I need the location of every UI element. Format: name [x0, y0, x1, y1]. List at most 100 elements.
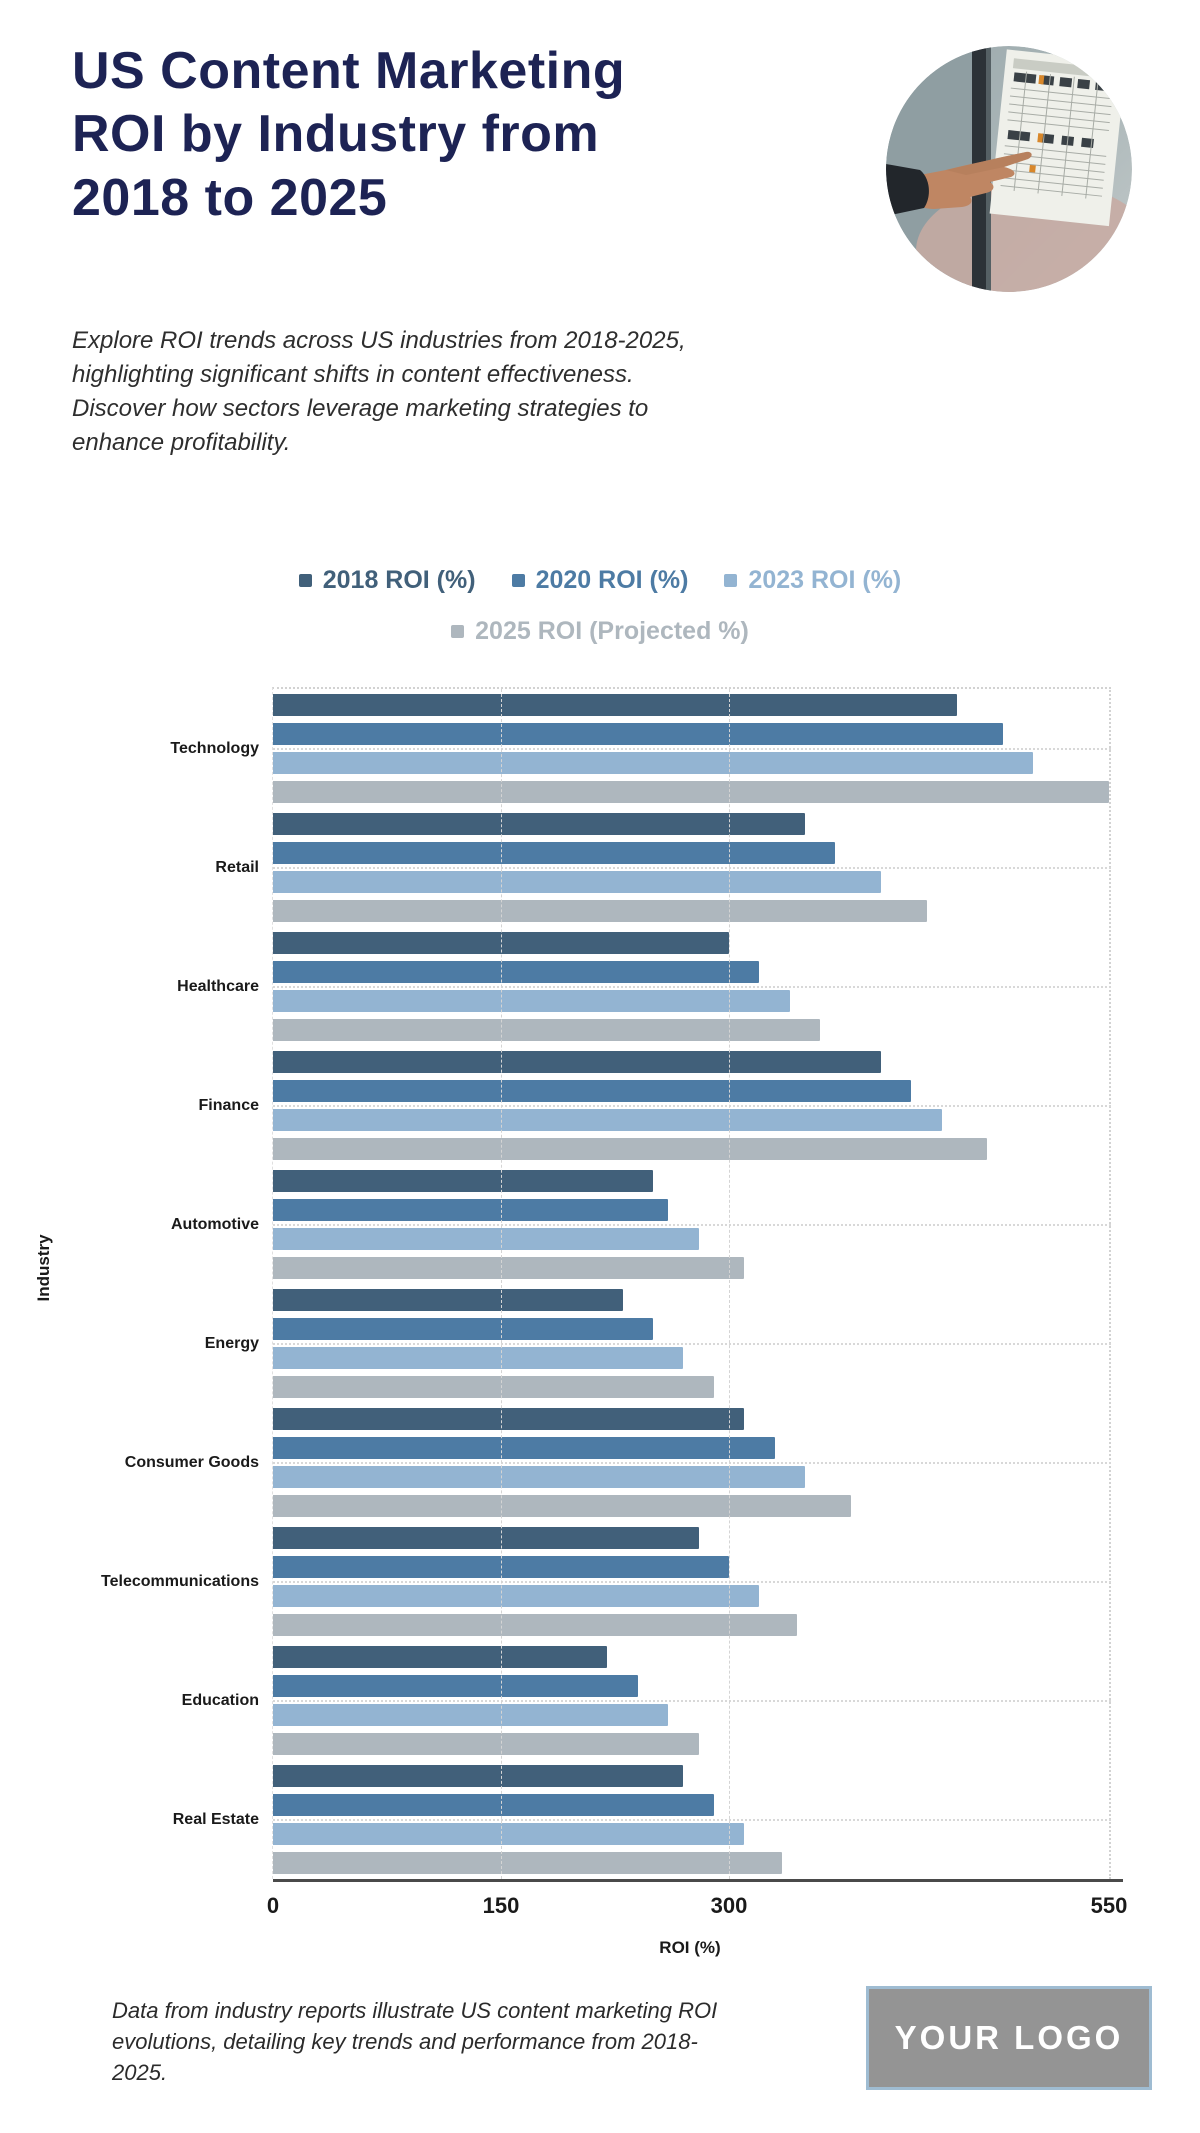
bar-2023-energy	[273, 1347, 684, 1369]
legend-swatch-icon	[451, 625, 465, 638]
bar-2018-technology	[273, 694, 957, 716]
bar-2018-telecommunications	[273, 1527, 699, 1549]
bar-2023-healthcare	[273, 990, 790, 1012]
bar-2020-automotive	[273, 1199, 669, 1221]
subtitle-line: Discover how sectors leverage marketing …	[72, 395, 649, 423]
bar-2018-retail	[273, 813, 805, 835]
legend-swatch-icon	[511, 574, 525, 587]
bar-2025-real-estate	[273, 1852, 783, 1874]
legend-label: 2018 ROI (%)	[322, 566, 476, 594]
bar-2025-healthcare	[273, 1019, 821, 1041]
bar-2018-energy	[273, 1289, 623, 1311]
bar-2023-real-estate	[273, 1823, 745, 1845]
category-label-automotive: Automotive	[171, 1215, 259, 1233]
legend-item-2025-roi-projected: 2025 ROI (Projected %)	[451, 617, 749, 646]
legend-label: 2020 ROI (%)	[535, 566, 689, 594]
chart-row-telecommunications: Telecommunications	[101, 1522, 1111, 1641]
subtitle-line: Explore ROI trends across US industries …	[72, 327, 686, 354]
bar-2025-retail	[273, 900, 927, 922]
category-label-telecommunications: Telecommunications	[101, 1572, 259, 1590]
hand-pointing-photo	[886, 46, 1132, 292]
category-label-education: Education	[181, 1691, 259, 1709]
gridline-150	[501, 689, 502, 1879]
subtitle-line: highlighting significant shifts in conte…	[72, 361, 634, 389]
bar-2020-real-estate	[273, 1794, 714, 1816]
y-axis-title: Industry	[34, 1234, 53, 1302]
bar-2025-technology	[273, 781, 1109, 803]
bar-2018-real-estate	[273, 1765, 684, 1787]
bar-2018-finance	[273, 1051, 881, 1073]
bar-2023-automotive	[273, 1228, 699, 1250]
bar-2018-automotive	[273, 1170, 653, 1192]
chart-row-energy: Energy	[205, 1284, 1111, 1403]
x-axis-title: ROI (%)	[659, 1938, 721, 1957]
legend-swatch-icon	[724, 574, 738, 587]
bar-2020-education	[273, 1675, 638, 1697]
category-label-retail: Retail	[215, 858, 259, 876]
bar-2020-finance	[273, 1080, 912, 1102]
gridline-300	[729, 689, 730, 1879]
bar-2023-technology	[273, 752, 1033, 774]
legend-label: 2023 ROI (%)	[748, 566, 902, 594]
bar-2023-consumer-goods	[273, 1466, 805, 1488]
chart-row-finance: Finance	[199, 1046, 1111, 1165]
bar-2020-retail	[273, 842, 836, 864]
chart-row-retail: Retail	[215, 808, 1111, 927]
subtitle: Explore ROI trends across US industries …	[72, 324, 686, 460]
bar-2020-consumer-goods	[273, 1437, 775, 1459]
x-tick-150: 150	[482, 1893, 520, 1918]
x-axis-line	[273, 1879, 1123, 1882]
roi-bar-chart: Technology Retail Healthcare Finance Automot…	[101, 687, 1127, 1918]
bar-2025-education	[273, 1733, 699, 1755]
chart-legend: 2018 ROI (%) 2020 ROI (%) 2023 ROI (%) 202…	[0, 566, 1200, 668]
legend-label: 2025 ROI (Projected %)	[475, 617, 749, 645]
bar-2023-finance	[273, 1109, 942, 1131]
bar-2020-technology	[273, 723, 1003, 745]
bar-2025-finance	[273, 1138, 988, 1160]
category-label-consumer-goods: Consumer Goods	[124, 1453, 259, 1471]
chart-rows: Technology Retail Healthcare Finance Automot…	[101, 689, 1111, 1879]
logo-text: YOUR LOGO	[894, 2019, 1124, 2056]
category-label-technology: Technology	[170, 739, 259, 757]
chart-row-real-estate: Real Estate	[173, 1760, 1111, 1879]
schedule-paper	[989, 49, 1127, 227]
sleeve	[886, 164, 929, 216]
bar-2020-energy	[273, 1318, 653, 1340]
bar-2025-consumer-goods	[273, 1495, 851, 1517]
chart-row-education: Education	[182, 1641, 1111, 1760]
chart-row-healthcare: Healthcare	[177, 927, 1111, 1046]
bar-2018-consumer-goods	[273, 1408, 745, 1430]
x-tick-550: 550	[1090, 1893, 1128, 1918]
bar-2025-automotive	[273, 1257, 745, 1279]
legend-swatch-icon	[298, 574, 312, 587]
category-label-real-estate: Real Estate	[172, 1810, 259, 1828]
category-label-finance: Finance	[198, 1096, 259, 1114]
category-label-energy: Energy	[204, 1334, 259, 1352]
page-title: US Content Marketing ROI by Industry fro…	[72, 42, 626, 227]
legend-item-2018-roi: 2018 ROI (%)	[298, 566, 476, 595]
footnote-line: Data from industry reports illustrate US…	[112, 1998, 718, 2023]
legend-item-2020-roi: 2020 ROI (%)	[511, 566, 689, 595]
hero-photo	[886, 46, 1132, 292]
footnote-line: 2025.	[112, 2059, 168, 2085]
x-tick-300: 300	[710, 1893, 748, 1918]
bar-2025-telecommunications	[273, 1614, 798, 1636]
legend-row-1: 2018 ROI (%) 2020 ROI (%) 2023 ROI (%)	[0, 566, 1200, 595]
bar-2020-healthcare	[273, 961, 760, 983]
chart-row-consumer-goods: Consumer Goods	[125, 1403, 1111, 1522]
bar-2023-education	[273, 1704, 669, 1726]
footnote-line: evolutions, detailing key trends and per…	[112, 2028, 698, 2054]
legend-item-2023-roi: 2023 ROI (%)	[724, 566, 901, 595]
bar-2023-retail	[273, 871, 881, 893]
bar-2025-energy	[273, 1376, 714, 1398]
bar-2023-telecommunications	[273, 1585, 760, 1607]
category-label-healthcare: Healthcare	[177, 977, 259, 995]
bar-2018-education	[273, 1646, 608, 1668]
chart-row-automotive: Automotive	[171, 1165, 1111, 1284]
x-tick-0: 0	[266, 1893, 280, 1918]
legend-row-2: 2025 ROI (Projected %)	[0, 617, 1200, 646]
logo-box: YOUR LOGO	[866, 1986, 1152, 2090]
subtitle-line: enhance profitability.	[72, 429, 291, 457]
footer-note: Data from industry reports illustrate US…	[112, 1996, 717, 2088]
